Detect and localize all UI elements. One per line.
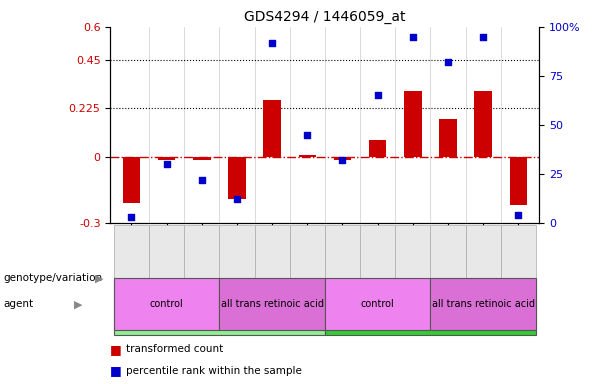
Point bbox=[232, 196, 242, 202]
Bar bbox=[219, 278, 325, 330]
Bar bbox=[114, 225, 149, 278]
Bar bbox=[325, 281, 536, 335]
Bar bbox=[501, 225, 536, 278]
Bar bbox=[466, 225, 501, 278]
Bar bbox=[325, 278, 430, 330]
Text: agent: agent bbox=[3, 299, 33, 310]
Point bbox=[478, 34, 488, 40]
Bar bbox=[360, 225, 395, 278]
Point bbox=[197, 177, 207, 183]
Bar bbox=[290, 225, 325, 278]
Text: control: control bbox=[150, 299, 183, 310]
Bar bbox=[404, 91, 422, 157]
Text: ▶: ▶ bbox=[95, 273, 104, 283]
Point bbox=[267, 40, 277, 46]
Text: all trans retinoic acid: all trans retinoic acid bbox=[432, 299, 535, 310]
Point bbox=[408, 34, 417, 40]
Text: genotype/variation: genotype/variation bbox=[3, 273, 102, 283]
Bar bbox=[509, 157, 527, 205]
Point bbox=[373, 92, 383, 98]
Bar bbox=[184, 225, 219, 278]
Text: RARa knockout: RARa knockout bbox=[178, 303, 261, 313]
Point bbox=[162, 161, 172, 167]
Title: GDS4294 / 1446059_at: GDS4294 / 1446059_at bbox=[244, 10, 406, 25]
Bar bbox=[430, 278, 536, 330]
Bar bbox=[149, 225, 184, 278]
Bar bbox=[254, 225, 290, 278]
Bar bbox=[193, 157, 211, 160]
Bar bbox=[264, 100, 281, 157]
Bar bbox=[158, 157, 175, 160]
Bar bbox=[228, 157, 246, 199]
Bar bbox=[430, 225, 466, 278]
Bar bbox=[474, 91, 492, 157]
Text: wild type: wild type bbox=[405, 303, 456, 313]
Bar bbox=[219, 225, 254, 278]
Text: ■: ■ bbox=[110, 364, 122, 377]
Text: ■: ■ bbox=[110, 343, 122, 356]
Bar bbox=[333, 157, 351, 160]
Bar bbox=[114, 278, 219, 330]
Text: all trans retinoic acid: all trans retinoic acid bbox=[221, 299, 324, 310]
Point bbox=[338, 157, 348, 163]
Bar bbox=[395, 225, 430, 278]
Bar bbox=[369, 140, 386, 157]
Point bbox=[126, 214, 136, 220]
Text: percentile rank within the sample: percentile rank within the sample bbox=[126, 366, 302, 376]
Point bbox=[443, 59, 453, 65]
Bar bbox=[325, 225, 360, 278]
Bar bbox=[439, 119, 457, 157]
Bar bbox=[114, 281, 325, 335]
Bar bbox=[123, 157, 140, 203]
Text: ▶: ▶ bbox=[74, 299, 82, 310]
Text: control: control bbox=[361, 299, 395, 310]
Bar bbox=[299, 155, 316, 157]
Point bbox=[514, 212, 524, 218]
Text: transformed count: transformed count bbox=[126, 344, 223, 354]
Point bbox=[302, 131, 312, 138]
